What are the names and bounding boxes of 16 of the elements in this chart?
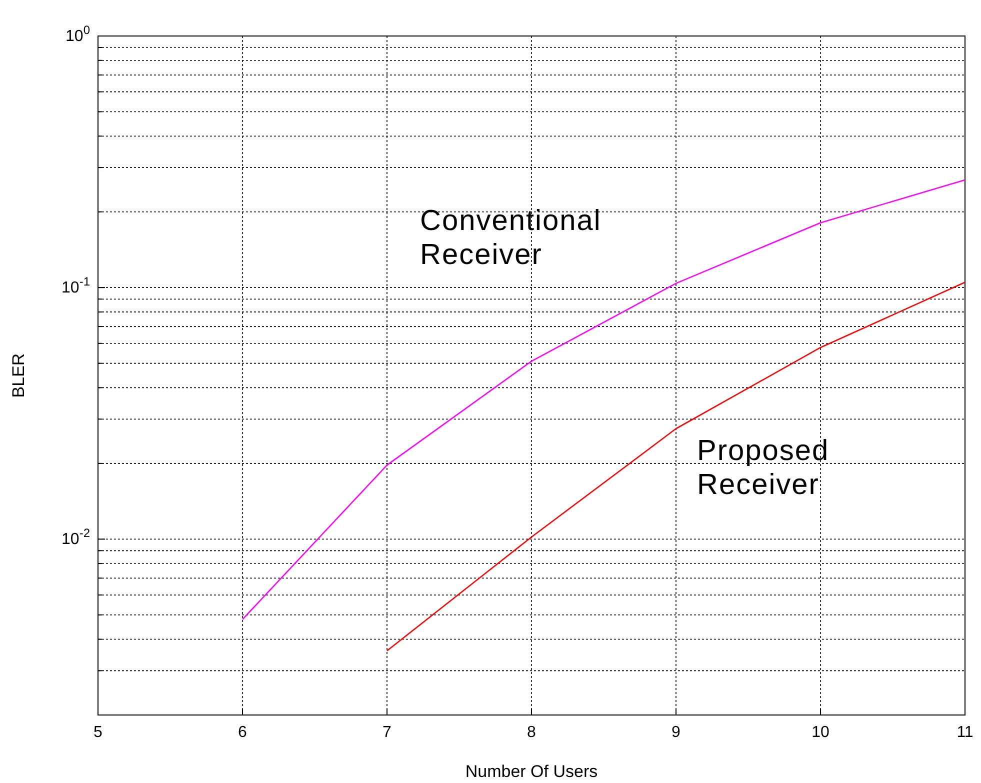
y-axis-title: BLER: [9, 353, 28, 398]
x-tick-label: 11: [956, 724, 974, 741]
x-tick-label: 6: [238, 724, 248, 741]
x-axis-title: Number Of Users: [465, 762, 598, 781]
line-series: [242, 179, 966, 620]
annotation: Conventional Receiver: [420, 205, 602, 271]
x-tick-label: 7: [382, 724, 392, 741]
line-series: [386, 282, 966, 652]
y-tick-label: 10$^{-1}$: [62, 274, 90, 297]
x-tick-label: 9: [672, 724, 681, 741]
y-tick-label: 10$^{0}$: [66, 23, 90, 45]
y-tick-label: 10$^{-2}$: [62, 526, 90, 548]
x-tick-label: 5: [94, 724, 103, 741]
annotation: Proposed Receiver: [697, 435, 830, 501]
x-tick-label: 8: [527, 724, 536, 741]
x-tick-label: 10: [812, 724, 830, 741]
